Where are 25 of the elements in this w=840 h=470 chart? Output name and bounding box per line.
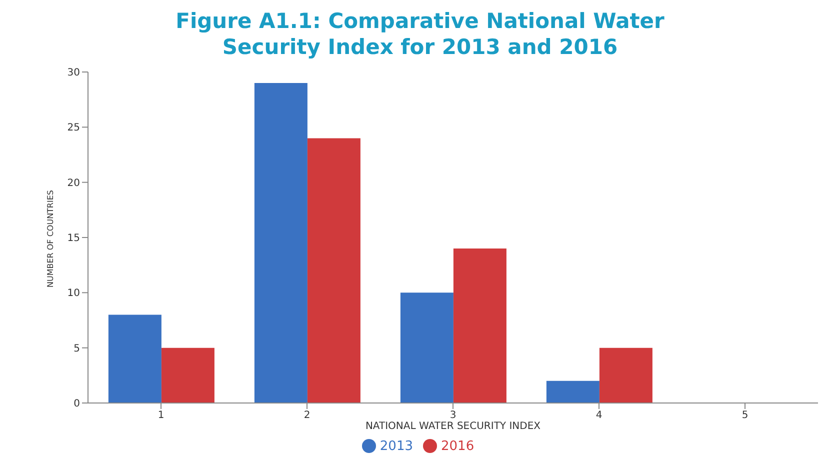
y-tick-label: 10 [67, 288, 80, 300]
bar [453, 248, 506, 403]
x-tick-label: 2 [304, 410, 310, 422]
bar [546, 380, 600, 403]
bar [400, 292, 454, 403]
legend-label: 2016 [441, 439, 474, 454]
y-tick-label: 25 [67, 122, 80, 134]
y-axis-title: NUMBER OF COUNTRIES [46, 190, 55, 288]
x-tick-label: 4 [596, 410, 602, 422]
y-tick-label: 30 [67, 68, 80, 79]
y-tick-label: 20 [67, 178, 80, 189]
x-tick-label: 5 [742, 410, 748, 422]
x-axis-title: NATIONAL WATER SECURITY INDEX [365, 421, 541, 432]
bar [108, 314, 162, 403]
y-tick-label: 5 [74, 343, 80, 354]
y-tick-label: 0 [74, 398, 80, 410]
bar [307, 138, 360, 403]
bar [599, 348, 652, 403]
legend-label: 2013 [380, 439, 413, 454]
x-tick-label: 3 [450, 410, 456, 422]
bar [161, 348, 214, 403]
bar [254, 83, 308, 403]
y-tick-label: 15 [67, 233, 80, 244]
x-tick-label: 1 [158, 410, 164, 422]
chart-title: Figure A1.1: Comparative National Water Security Index for 2013 and 2016 [174, 8, 666, 60]
